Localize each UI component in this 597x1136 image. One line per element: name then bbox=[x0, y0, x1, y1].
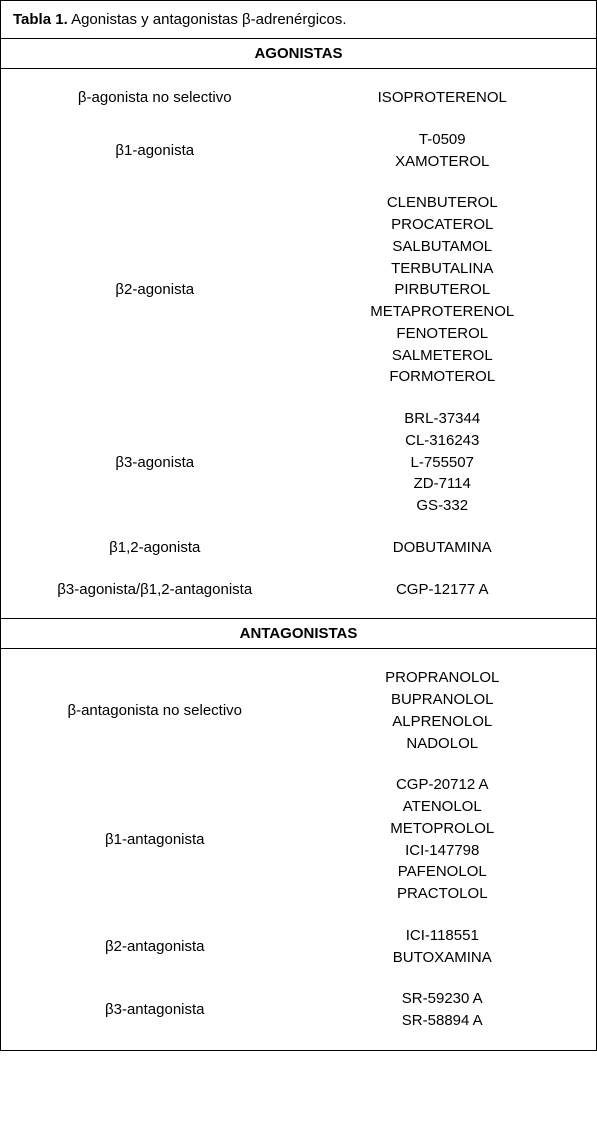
category-label: β2-antagonista bbox=[11, 915, 299, 979]
category-label: β1-agonista bbox=[11, 119, 299, 183]
category-label: β-agonista no selectivo bbox=[11, 77, 299, 119]
table-row: β1-antagonistaCGP-20712 AATENOLOLMETOPRO… bbox=[11, 764, 586, 915]
drug-name: CL-316243 bbox=[305, 430, 581, 452]
drug-list: CLENBUTEROLPROCATEROLSALBUTAMOLTERBUTALI… bbox=[299, 182, 587, 398]
table-row: β2-antagonistaICI-118551BUTOXAMINA bbox=[11, 915, 586, 979]
drug-name: ICI-118551 bbox=[305, 925, 581, 947]
drug-name: TERBUTALINA bbox=[305, 258, 581, 280]
drug-list: DOBUTAMINA bbox=[299, 527, 587, 569]
drug-name: NADOLOL bbox=[305, 733, 581, 755]
drug-name: PIRBUTEROL bbox=[305, 279, 581, 301]
drug-name: PROPRANOLOL bbox=[305, 667, 581, 689]
table-row: β1,2-agonista DOBUTAMINA bbox=[11, 527, 586, 569]
drug-name: FORMOTEROL bbox=[305, 366, 581, 388]
drug-name: BUPRANOLOL bbox=[305, 689, 581, 711]
drug-name: ISOPROTERENOL bbox=[305, 87, 581, 109]
table-title-cell: Tabla 1. Agonistas y antagonistas β-adre… bbox=[1, 1, 597, 39]
agonists-header: AGONISTAS bbox=[1, 39, 597, 69]
drug-name: PROCATEROL bbox=[305, 214, 581, 236]
table-row: β3-antagonistaSR-59230 ASR-58894 A bbox=[11, 978, 586, 1042]
category-label: β3-agonista bbox=[11, 398, 299, 527]
drug-name: BRL-37344 bbox=[305, 408, 581, 430]
drug-name: GS-332 bbox=[305, 495, 581, 517]
drug-list: T-0509XAMOTEROL bbox=[299, 119, 587, 183]
drug-name: PAFENOLOL bbox=[305, 861, 581, 883]
drug-name: METOPROLOL bbox=[305, 818, 581, 840]
drug-name: SR-59230 A bbox=[305, 988, 581, 1010]
drug-list: PROPRANOLOLBUPRANOLOLALPRENOLOLNADOLOL bbox=[299, 657, 587, 764]
drug-list: ISOPROTERENOL bbox=[299, 77, 587, 119]
adrenergic-table: Tabla 1. Agonistas y antagonistas β-adre… bbox=[0, 0, 597, 1051]
drug-name: ICI-147798 bbox=[305, 840, 581, 862]
drug-name: SR-58894 A bbox=[305, 1010, 581, 1032]
drug-name: SALBUTAMOL bbox=[305, 236, 581, 258]
drug-name: XAMOTEROL bbox=[305, 151, 581, 173]
table-row: β3-agonistaBRL-37344CL-316243L-755507ZD-… bbox=[11, 398, 586, 527]
drug-name: ZD-7114 bbox=[305, 473, 581, 495]
drug-list: SR-59230 ASR-58894 A bbox=[299, 978, 587, 1042]
drug-name: L-755507 bbox=[305, 452, 581, 474]
drug-name: CGP-20712 A bbox=[305, 774, 581, 796]
drug-name: CGP-12177 A bbox=[305, 579, 581, 601]
drug-list: CGP-20712 AATENOLOLMETOPROLOLICI-147798P… bbox=[299, 764, 587, 915]
drug-name: METAPROTERENOL bbox=[305, 301, 581, 323]
drug-name: ATENOLOL bbox=[305, 796, 581, 818]
table-row: β-antagonista no selectivoPROPRANOLOLBUP… bbox=[11, 657, 586, 764]
table-row: β1-agonistaT-0509XAMOTEROL bbox=[11, 119, 586, 183]
drug-list: BRL-37344CL-316243L-755507ZD-7114GS-332 bbox=[299, 398, 587, 527]
category-label: β2-agonista bbox=[11, 182, 299, 398]
table-title-rest: Agonistas y antagonistas β-adrenérgicos. bbox=[68, 11, 347, 28]
antagonists-inner-table: β-antagonista no selectivoPROPRANOLOLBUP… bbox=[11, 657, 586, 1042]
drug-name: FENOTEROL bbox=[305, 323, 581, 345]
category-label: β-antagonista no selectivo bbox=[11, 657, 299, 764]
agonists-inner-table: β-agonista no selectivo ISOPROTERENOL β1-a… bbox=[11, 77, 586, 610]
drug-name: DOBUTAMINA bbox=[305, 537, 581, 559]
category-label: β3-antagonista bbox=[11, 978, 299, 1042]
drug-name: PRACTOLOL bbox=[305, 883, 581, 905]
drug-name: T-0509 bbox=[305, 129, 581, 151]
drug-name: CLENBUTEROL bbox=[305, 192, 581, 214]
drug-name: BUTOXAMINA bbox=[305, 947, 581, 969]
antagonists-header: ANTAGONISTAS bbox=[1, 619, 597, 649]
category-label: β3-agonista/β1,2-antagonista bbox=[11, 569, 299, 611]
drug-list: ICI-118551BUTOXAMINA bbox=[299, 915, 587, 979]
table-container: Tabla 1. Agonistas y antagonistas β-adre… bbox=[0, 0, 597, 1051]
table-title-bold: Tabla 1. bbox=[13, 11, 68, 28]
drug-name: ALPRENOLOL bbox=[305, 711, 581, 733]
category-label: β1,2-agonista bbox=[11, 527, 299, 569]
agonists-body-cell: β-agonista no selectivo ISOPROTERENOL β1-a… bbox=[1, 69, 597, 619]
table-row: β-agonista no selectivo ISOPROTERENOL bbox=[11, 77, 586, 119]
table-row: β3-agonista/β1,2-antagonista CGP-12177 A bbox=[11, 569, 586, 611]
drug-name: SALMETEROL bbox=[305, 345, 581, 367]
antagonists-body-cell: β-antagonista no selectivoPROPRANOLOLBUP… bbox=[1, 649, 597, 1051]
table-row: β2-agonistaCLENBUTEROLPROCATEROLSALBUTAM… bbox=[11, 182, 586, 398]
drug-list: CGP-12177 A bbox=[299, 569, 587, 611]
category-label: β1-antagonista bbox=[11, 764, 299, 915]
